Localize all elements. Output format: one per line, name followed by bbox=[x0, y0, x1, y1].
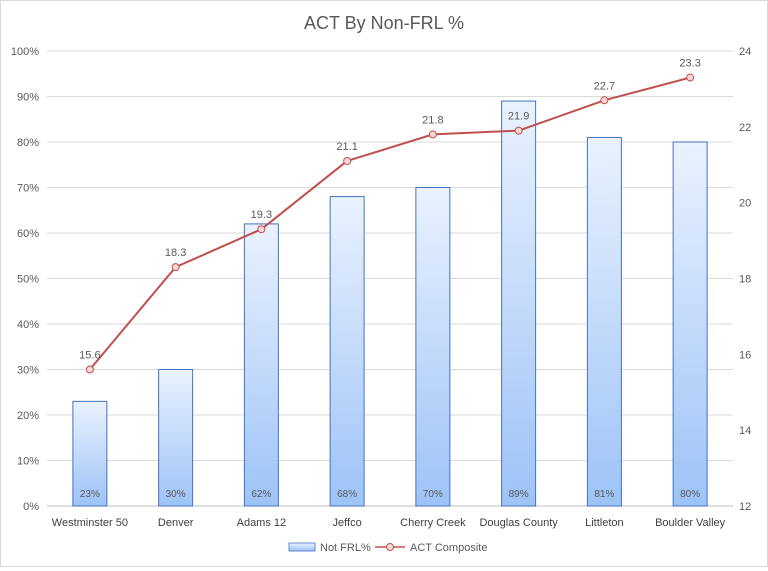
line-point bbox=[686, 73, 695, 82]
y-right-tick-label: 12 bbox=[739, 501, 751, 513]
y-right-tick-label: 22 bbox=[739, 122, 751, 134]
x-category-label: Westminster 50 bbox=[52, 517, 128, 529]
line-data-label: 18.3 bbox=[165, 247, 186, 259]
line-data-label: 19.3 bbox=[251, 209, 272, 221]
y-left-tick-label: 0% bbox=[23, 501, 39, 513]
legend-swatch-bars bbox=[288, 542, 316, 552]
x-category-label: Littleton bbox=[585, 517, 624, 529]
line-data-label: 15.6 bbox=[79, 350, 100, 362]
bar-not-frl bbox=[501, 100, 537, 507]
act-composite-line bbox=[89, 76, 691, 371]
y-right-tick-label: 18 bbox=[739, 274, 751, 286]
y-left-tick-label: 30% bbox=[17, 365, 39, 377]
y-left-tick-label: 60% bbox=[17, 228, 39, 240]
line-data-label: 21.8 bbox=[422, 114, 443, 126]
bar-data-label: 80% bbox=[680, 489, 700, 500]
bar-not-frl bbox=[243, 223, 279, 507]
y-left-tick-label: 50% bbox=[17, 274, 39, 286]
legend-label-bars: Not FRL% bbox=[320, 542, 371, 554]
bar-not-frl bbox=[586, 136, 622, 507]
legend-marker-line bbox=[386, 543, 394, 551]
line-point bbox=[514, 126, 523, 135]
line-point bbox=[600, 96, 609, 105]
x-category-label: Adams 12 bbox=[237, 517, 287, 529]
line-point bbox=[171, 263, 180, 272]
y-left-tick-label: 100% bbox=[11, 46, 39, 58]
legend-label-line: ACT Composite bbox=[410, 542, 487, 554]
x-category-label: Cherry Creek bbox=[400, 517, 466, 529]
bar-not-frl bbox=[158, 369, 194, 507]
bar-data-label: 81% bbox=[594, 489, 614, 500]
bar-data-label: 30% bbox=[166, 489, 186, 500]
line-point bbox=[257, 225, 266, 234]
y-left-tick-label: 90% bbox=[17, 92, 39, 104]
chart-title: ACT By Non-FRL % bbox=[304, 13, 464, 33]
line-data-label: 21.9 bbox=[508, 111, 529, 123]
y-right-tick-label: 16 bbox=[739, 349, 751, 361]
line-data-label: 23.3 bbox=[679, 58, 700, 70]
bar-data-label: 89% bbox=[509, 489, 529, 500]
y-left-tick-label: 40% bbox=[17, 319, 39, 331]
y-right-tick-label: 14 bbox=[739, 425, 751, 437]
line-data-label: 21.1 bbox=[336, 141, 357, 153]
y-left-tick-label: 10% bbox=[17, 456, 39, 468]
bar-data-label: 70% bbox=[423, 489, 443, 500]
bar-not-frl bbox=[329, 196, 365, 507]
line-point bbox=[85, 365, 94, 374]
bar-not-frl bbox=[72, 400, 108, 507]
x-category-label: Jeffco bbox=[333, 517, 362, 529]
bar-data-label: 23% bbox=[80, 489, 100, 500]
y-left-tick-label: 80% bbox=[17, 137, 39, 149]
line-point bbox=[343, 156, 352, 165]
y-left-tick-label: 70% bbox=[17, 183, 39, 195]
bar-not-frl bbox=[672, 141, 708, 507]
x-category-label: Douglas County bbox=[479, 517, 558, 529]
line-data-label: 22.7 bbox=[594, 80, 615, 92]
bar-not-frl bbox=[415, 187, 451, 507]
y-left-tick-label: 20% bbox=[17, 410, 39, 422]
bar-data-label: 68% bbox=[337, 489, 357, 500]
y-right-tick-label: 24 bbox=[739, 46, 751, 58]
x-category-label: Boulder Valley bbox=[655, 517, 726, 529]
y-right-tick-label: 20 bbox=[739, 198, 751, 210]
bar-data-label: 62% bbox=[251, 489, 271, 500]
line-point bbox=[428, 130, 437, 139]
x-category-label: Denver bbox=[158, 517, 194, 529]
